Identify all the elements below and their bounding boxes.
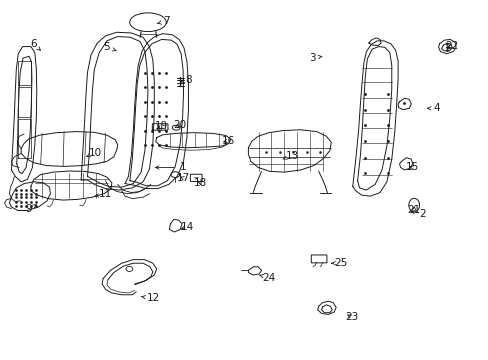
Text: 10: 10 [86, 148, 102, 158]
Text: 4: 4 [427, 103, 440, 113]
Text: 2: 2 [410, 209, 425, 219]
Text: 7: 7 [157, 17, 169, 27]
Text: 15: 15 [405, 162, 419, 172]
Text: 9: 9 [25, 204, 37, 214]
Text: 13: 13 [282, 150, 298, 161]
Text: 6: 6 [30, 40, 41, 50]
Text: 20: 20 [173, 121, 186, 130]
Text: 17: 17 [177, 173, 190, 183]
Text: 8: 8 [181, 75, 191, 85]
Text: 19: 19 [155, 121, 168, 131]
Text: 5: 5 [103, 42, 116, 52]
Text: 12: 12 [141, 293, 160, 303]
Text: 24: 24 [259, 273, 275, 283]
Text: 3: 3 [309, 53, 321, 63]
Text: 11: 11 [95, 189, 112, 199]
Text: 16: 16 [222, 136, 235, 145]
Text: 23: 23 [345, 312, 358, 322]
Text: 14: 14 [180, 222, 193, 232]
Text: 22: 22 [444, 41, 457, 50]
Text: 25: 25 [331, 258, 347, 268]
Text: 21: 21 [407, 206, 420, 216]
Text: 1: 1 [155, 162, 186, 172]
Text: 18: 18 [194, 178, 207, 188]
